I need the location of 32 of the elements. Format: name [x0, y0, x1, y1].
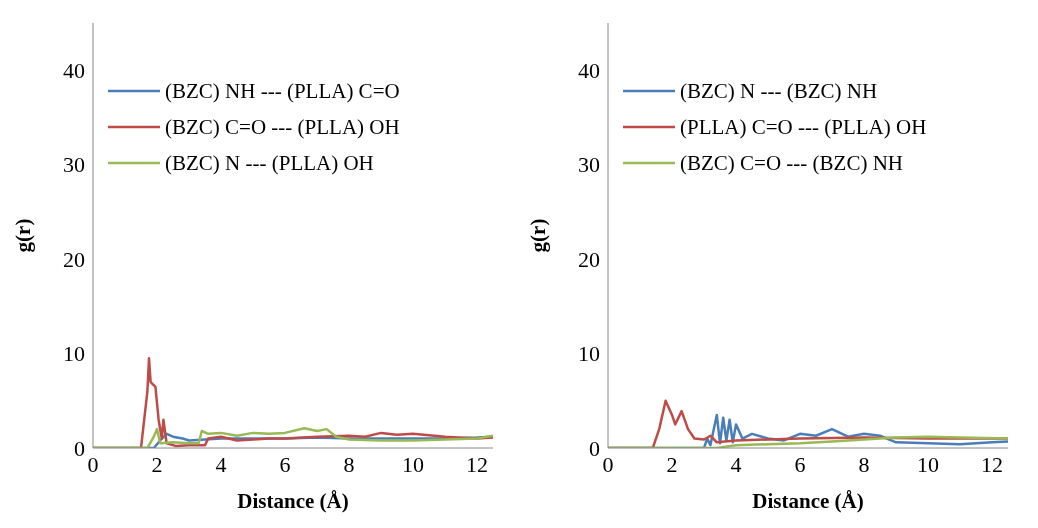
x-tick-label: 6: [279, 451, 291, 477]
y-tick-label: 30: [63, 152, 85, 178]
x-axis-title: Distance (Å): [237, 489, 349, 513]
x-tick-label: 12: [981, 451, 1003, 477]
legend-label: (PLLA) C=O --- (PLLA) OH: [680, 114, 927, 141]
legend-label: (BZC) NH --- (PLLA) C=O: [165, 78, 400, 105]
legend-label: (BZC) N --- (BZC) NH: [680, 78, 878, 105]
y-tick-label: 10: [63, 341, 85, 367]
x-tick-label: 4: [730, 451, 742, 477]
x-tick-label: 8: [858, 451, 870, 477]
x-tick-label: 12: [466, 451, 488, 477]
x-axis-title: Distance (Å): [752, 489, 864, 513]
y-tick-label: 20: [63, 246, 85, 272]
y-tick-label: 30: [578, 152, 600, 178]
y-axis-title: g(r): [11, 218, 36, 253]
y-tick-label: 20: [578, 246, 600, 272]
y-tick-label: 10: [578, 341, 600, 367]
x-tick-label: 2: [151, 451, 163, 477]
x-tick-label: 10: [402, 451, 424, 477]
x-tick-label: 10: [917, 451, 939, 477]
x-tick-label: 4: [215, 451, 227, 477]
y-tick-label: 0: [589, 435, 600, 461]
y-tick-label: 40: [63, 58, 85, 84]
y-axis-title: g(r): [526, 218, 551, 253]
legend-label: (BZC) C=O --- (BZC) NH: [680, 150, 903, 177]
y-tick-label: 0: [74, 435, 85, 461]
y-tick-label: 40: [578, 58, 600, 84]
x-tick-label: 2: [666, 451, 678, 477]
x-tick-label: 6: [794, 451, 806, 477]
legend-label: (BZC) N --- (PLLA) OH: [165, 150, 374, 177]
x-tick-label: 8: [343, 451, 355, 477]
legend-label: (BZC) C=O --- (PLLA) OH: [165, 114, 400, 141]
